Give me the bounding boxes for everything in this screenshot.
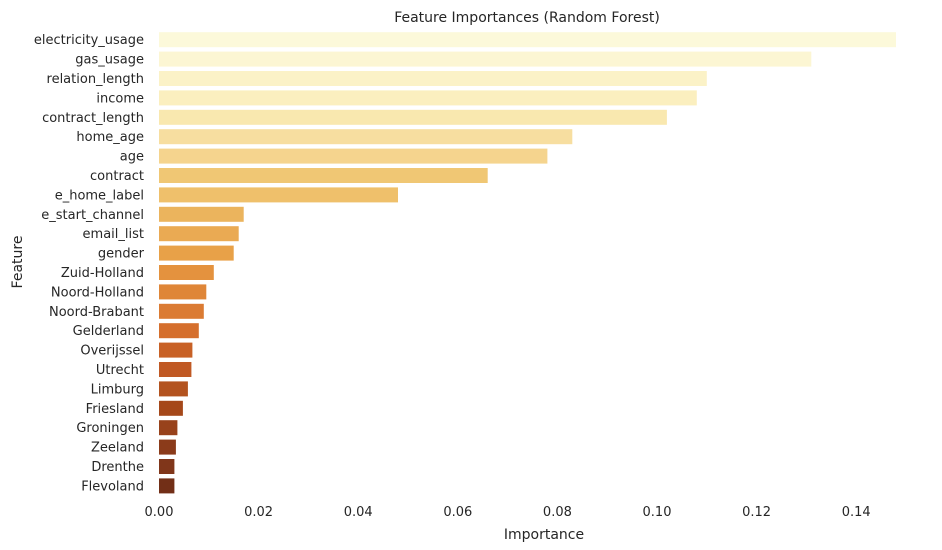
- bar-Zuid-Holland: [159, 265, 214, 280]
- y-tick-label: Zeeland: [91, 441, 144, 456]
- bar-Overijssel: [159, 342, 193, 358]
- bar-Groningen: [159, 420, 178, 436]
- bar-Friesland: [159, 400, 183, 416]
- x-axis-label: Importance: [504, 527, 584, 543]
- bar-e_start_channel: [159, 206, 244, 222]
- y-tick-labels: electricity_usage gas_usage relation_lengt…: [34, 33, 145, 494]
- y-tick-label: contract_length: [42, 111, 144, 126]
- bar-Utrecht: [159, 362, 192, 377]
- y-tick-label: income: [96, 91, 144, 106]
- y-tick-label: e_home_label: [55, 188, 144, 203]
- x-tick-label: 0.10: [643, 505, 672, 520]
- y-tick-label: Noord-Holland: [51, 285, 144, 300]
- bar-contract: [159, 168, 488, 183]
- chart-title: Feature Importances (Random Forest): [394, 10, 660, 26]
- y-tick-label: e_start_channel: [41, 208, 144, 223]
- y-tick-label: contract: [90, 169, 144, 184]
- x-tick-label: 0.12: [742, 505, 771, 520]
- y-axis-label: Feature: [10, 236, 26, 289]
- bar-electricity_usage: [159, 32, 896, 48]
- y-tick-label: home_age: [76, 130, 144, 145]
- x-tick-label: 0.06: [443, 505, 472, 520]
- bars-group: [159, 32, 896, 494]
- y-tick-label: age: [120, 150, 144, 165]
- y-tick-label: Drenthe: [91, 460, 144, 475]
- x-tick-label: 0.08: [543, 505, 572, 520]
- bar-gender: [159, 245, 234, 261]
- bar-gas_usage: [159, 51, 812, 67]
- y-tick-label: Zuid-Holland: [61, 266, 144, 281]
- bar-Noord-Brabant: [159, 303, 204, 319]
- y-tick-label: Flevoland: [81, 479, 144, 494]
- x-tick-label: 0.00: [145, 505, 174, 520]
- y-tick-label: electricity_usage: [34, 33, 144, 48]
- x-tick-label: 0.02: [244, 505, 273, 520]
- bar-email_list: [159, 226, 239, 242]
- y-tick-label: Noord-Brabant: [49, 305, 144, 320]
- bar-contract_length: [159, 109, 667, 125]
- bar-Limburg: [159, 381, 188, 397]
- bar-age: [159, 148, 548, 164]
- y-tick-label: Friesland: [86, 402, 144, 417]
- bar-Flevoland: [159, 478, 175, 494]
- y-tick-label: relation_length: [47, 72, 144, 87]
- x-tick-labels: 0.00 0.02 0.04 0.06 0.08 0.10 0.12 0.14: [145, 505, 871, 520]
- y-tick-label: gas_usage: [75, 53, 144, 68]
- bar-Noord-Holland: [159, 284, 207, 300]
- y-tick-label: Limburg: [91, 382, 144, 397]
- bar-relation_length: [159, 71, 707, 86]
- y-tick-label: Groningen: [76, 421, 144, 436]
- y-tick-label: Utrecht: [96, 363, 144, 378]
- bar-Drenthe: [159, 459, 175, 474]
- y-tick-label: email_list: [83, 227, 144, 242]
- bar-income: [159, 90, 697, 106]
- bar-e_home_label: [159, 187, 398, 203]
- y-tick-label: Overijssel: [80, 344, 144, 359]
- bar-Zeeland: [159, 439, 176, 455]
- bar-Gelderland: [159, 323, 199, 339]
- y-tick-label: gender: [98, 247, 145, 262]
- bar-home_age: [159, 129, 573, 145]
- x-tick-label: 0.04: [344, 505, 373, 520]
- y-tick-label: Gelderland: [73, 324, 144, 339]
- x-tick-label: 0.14: [842, 505, 871, 520]
